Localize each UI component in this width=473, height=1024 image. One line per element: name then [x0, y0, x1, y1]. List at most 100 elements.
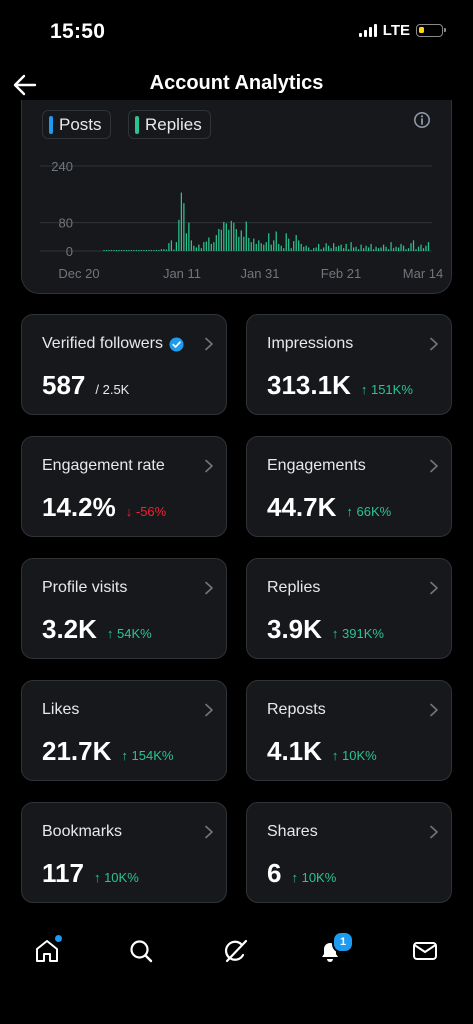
- metric-value: 117: [42, 858, 84, 888]
- metric-label-text: Replies: [267, 579, 321, 596]
- legend-swatch-posts: [49, 115, 53, 134]
- chevron-right-icon: [205, 703, 213, 717]
- reply-bar: [130, 250, 133, 251]
- arrow-left-icon: [13, 74, 37, 96]
- reply-bar: [198, 244, 200, 251]
- x-tick-label: Dec 20: [58, 266, 99, 281]
- reply-bar: [273, 240, 275, 251]
- metric-card-replies[interactable]: Replies 3.9K ↑ 391K%: [246, 558, 452, 659]
- metric-label-text: Bookmarks: [42, 823, 123, 840]
- reply-bar: [387, 249, 390, 251]
- metric-value: 4.1K: [267, 736, 322, 766]
- reply-bar: [380, 247, 382, 251]
- reply-bar: [313, 248, 315, 251]
- metric-label-text: Likes: [42, 701, 80, 718]
- reply-bar: [325, 243, 327, 251]
- metric-card-shares[interactable]: Shares 6 ↑ 10K%: [246, 802, 452, 903]
- reply-bar: [150, 250, 153, 251]
- metric-label-text: Reposts: [267, 701, 326, 718]
- reply-bar: [218, 229, 220, 251]
- search-icon: [130, 940, 153, 963]
- metric-card-bookmarks[interactable]: Bookmarks 117 ↑ 10K%: [21, 802, 227, 903]
- info-icon[interactable]: [413, 111, 431, 129]
- metric-change-value: 151K%: [370, 382, 413, 397]
- reply-bar: [263, 244, 265, 251]
- metric-card-reposts[interactable]: Reposts 4.1K ↑ 10K%: [246, 680, 452, 781]
- nav-notifications[interactable]: 1: [313, 931, 354, 968]
- reply-bar: [180, 192, 183, 251]
- metric-card-verified-followers[interactable]: Verified followers 587 / 2.5K: [21, 314, 227, 415]
- reply-bar: [270, 244, 272, 251]
- reply-bar: [348, 249, 350, 251]
- chevron-right-icon: [430, 581, 438, 595]
- reply-bar: [175, 242, 178, 251]
- metric-card-likes[interactable]: Likes 21.7K ↑ 154K%: [21, 680, 227, 781]
- legend-chip-posts[interactable]: Posts: [42, 110, 111, 139]
- metric-card-engagement-rate[interactable]: Engagement rate 14.2% ↓ -56%: [21, 436, 227, 537]
- reply-bar: [405, 249, 407, 251]
- metric-label-text: Impressions: [267, 335, 354, 352]
- nav-messages[interactable]: [408, 934, 442, 968]
- reply-bar: [118, 250, 120, 251]
- reply-bar: [200, 248, 202, 251]
- reply-bar: [397, 247, 400, 251]
- reply-bar: [300, 243, 302, 251]
- nav-grok[interactable]: [219, 934, 253, 968]
- reply-bar: [278, 243, 280, 251]
- reply-bar: [395, 246, 397, 251]
- reply-bar: [345, 243, 347, 251]
- reply-bar: [305, 245, 307, 251]
- metric-change: ↓ -56%: [126, 504, 166, 519]
- reply-bar: [283, 248, 285, 251]
- reply-bar: [243, 236, 245, 251]
- trend-up-icon: ↑: [291, 870, 298, 885]
- reply-bar: [390, 242, 392, 251]
- messages-icon: [413, 942, 437, 960]
- reply-bar: [253, 238, 255, 251]
- reply-bar: [250, 242, 252, 251]
- reply-bar: [340, 244, 342, 251]
- grok-icon: [225, 939, 248, 963]
- metric-value-row: 6 ↑ 10K%: [267, 858, 336, 889]
- metric-change-value: 10K%: [104, 870, 139, 885]
- reply-bar: [298, 240, 300, 251]
- reply-bar: [382, 244, 385, 251]
- back-button[interactable]: [12, 72, 38, 98]
- reply-bar: [427, 242, 430, 251]
- reply-bar: [208, 237, 210, 251]
- legend-chip-replies[interactable]: Replies: [128, 110, 211, 139]
- metric-value: 44.7K: [267, 492, 337, 522]
- metric-label: Bookmarks: [42, 823, 122, 841]
- metric-value: 21.7K: [42, 736, 112, 766]
- reply-bar: [352, 247, 355, 251]
- metric-card-impressions[interactable]: Impressions 313.1K ↑ 151K%: [246, 314, 452, 415]
- metric-value: 587: [42, 370, 86, 400]
- reply-bar: [343, 248, 345, 251]
- metric-change: ↑ 151K%: [361, 382, 413, 397]
- chevron-right-icon: [205, 337, 213, 351]
- x-tick-label: Jan 11: [163, 266, 201, 281]
- reply-bar: [410, 243, 412, 251]
- metric-value-row: 4.1K ↑ 10K%: [267, 736, 377, 767]
- reply-bar: [293, 241, 295, 251]
- metric-change: ↑ 54K%: [107, 626, 152, 641]
- metric-change-value: 66K%: [356, 504, 392, 519]
- reply-bar: [355, 246, 357, 251]
- metric-card-engagements[interactable]: Engagements 44.7K ↑ 66K%: [246, 436, 452, 537]
- reply-bar: [255, 243, 257, 251]
- reply-bar: [110, 250, 113, 251]
- reply-bar: [193, 245, 195, 251]
- reply-bar: [280, 245, 282, 251]
- nav-home[interactable]: [30, 934, 64, 968]
- chevron-right-icon: [430, 703, 438, 717]
- trend-up-icon: ↑: [331, 748, 339, 763]
- metric-card-profile-visits[interactable]: Profile visits 3.2K ↑ 54K%: [21, 558, 227, 659]
- nav-search[interactable]: [124, 934, 158, 968]
- chevron-right-icon: [430, 337, 438, 351]
- chevron-right-icon: [430, 825, 438, 839]
- reply-bar: [415, 249, 417, 251]
- metric-change: ↑ 154K%: [121, 748, 173, 763]
- reply-bar: [285, 233, 287, 251]
- cellular-signal-icon: [358, 24, 377, 37]
- reply-bar: [205, 241, 207, 251]
